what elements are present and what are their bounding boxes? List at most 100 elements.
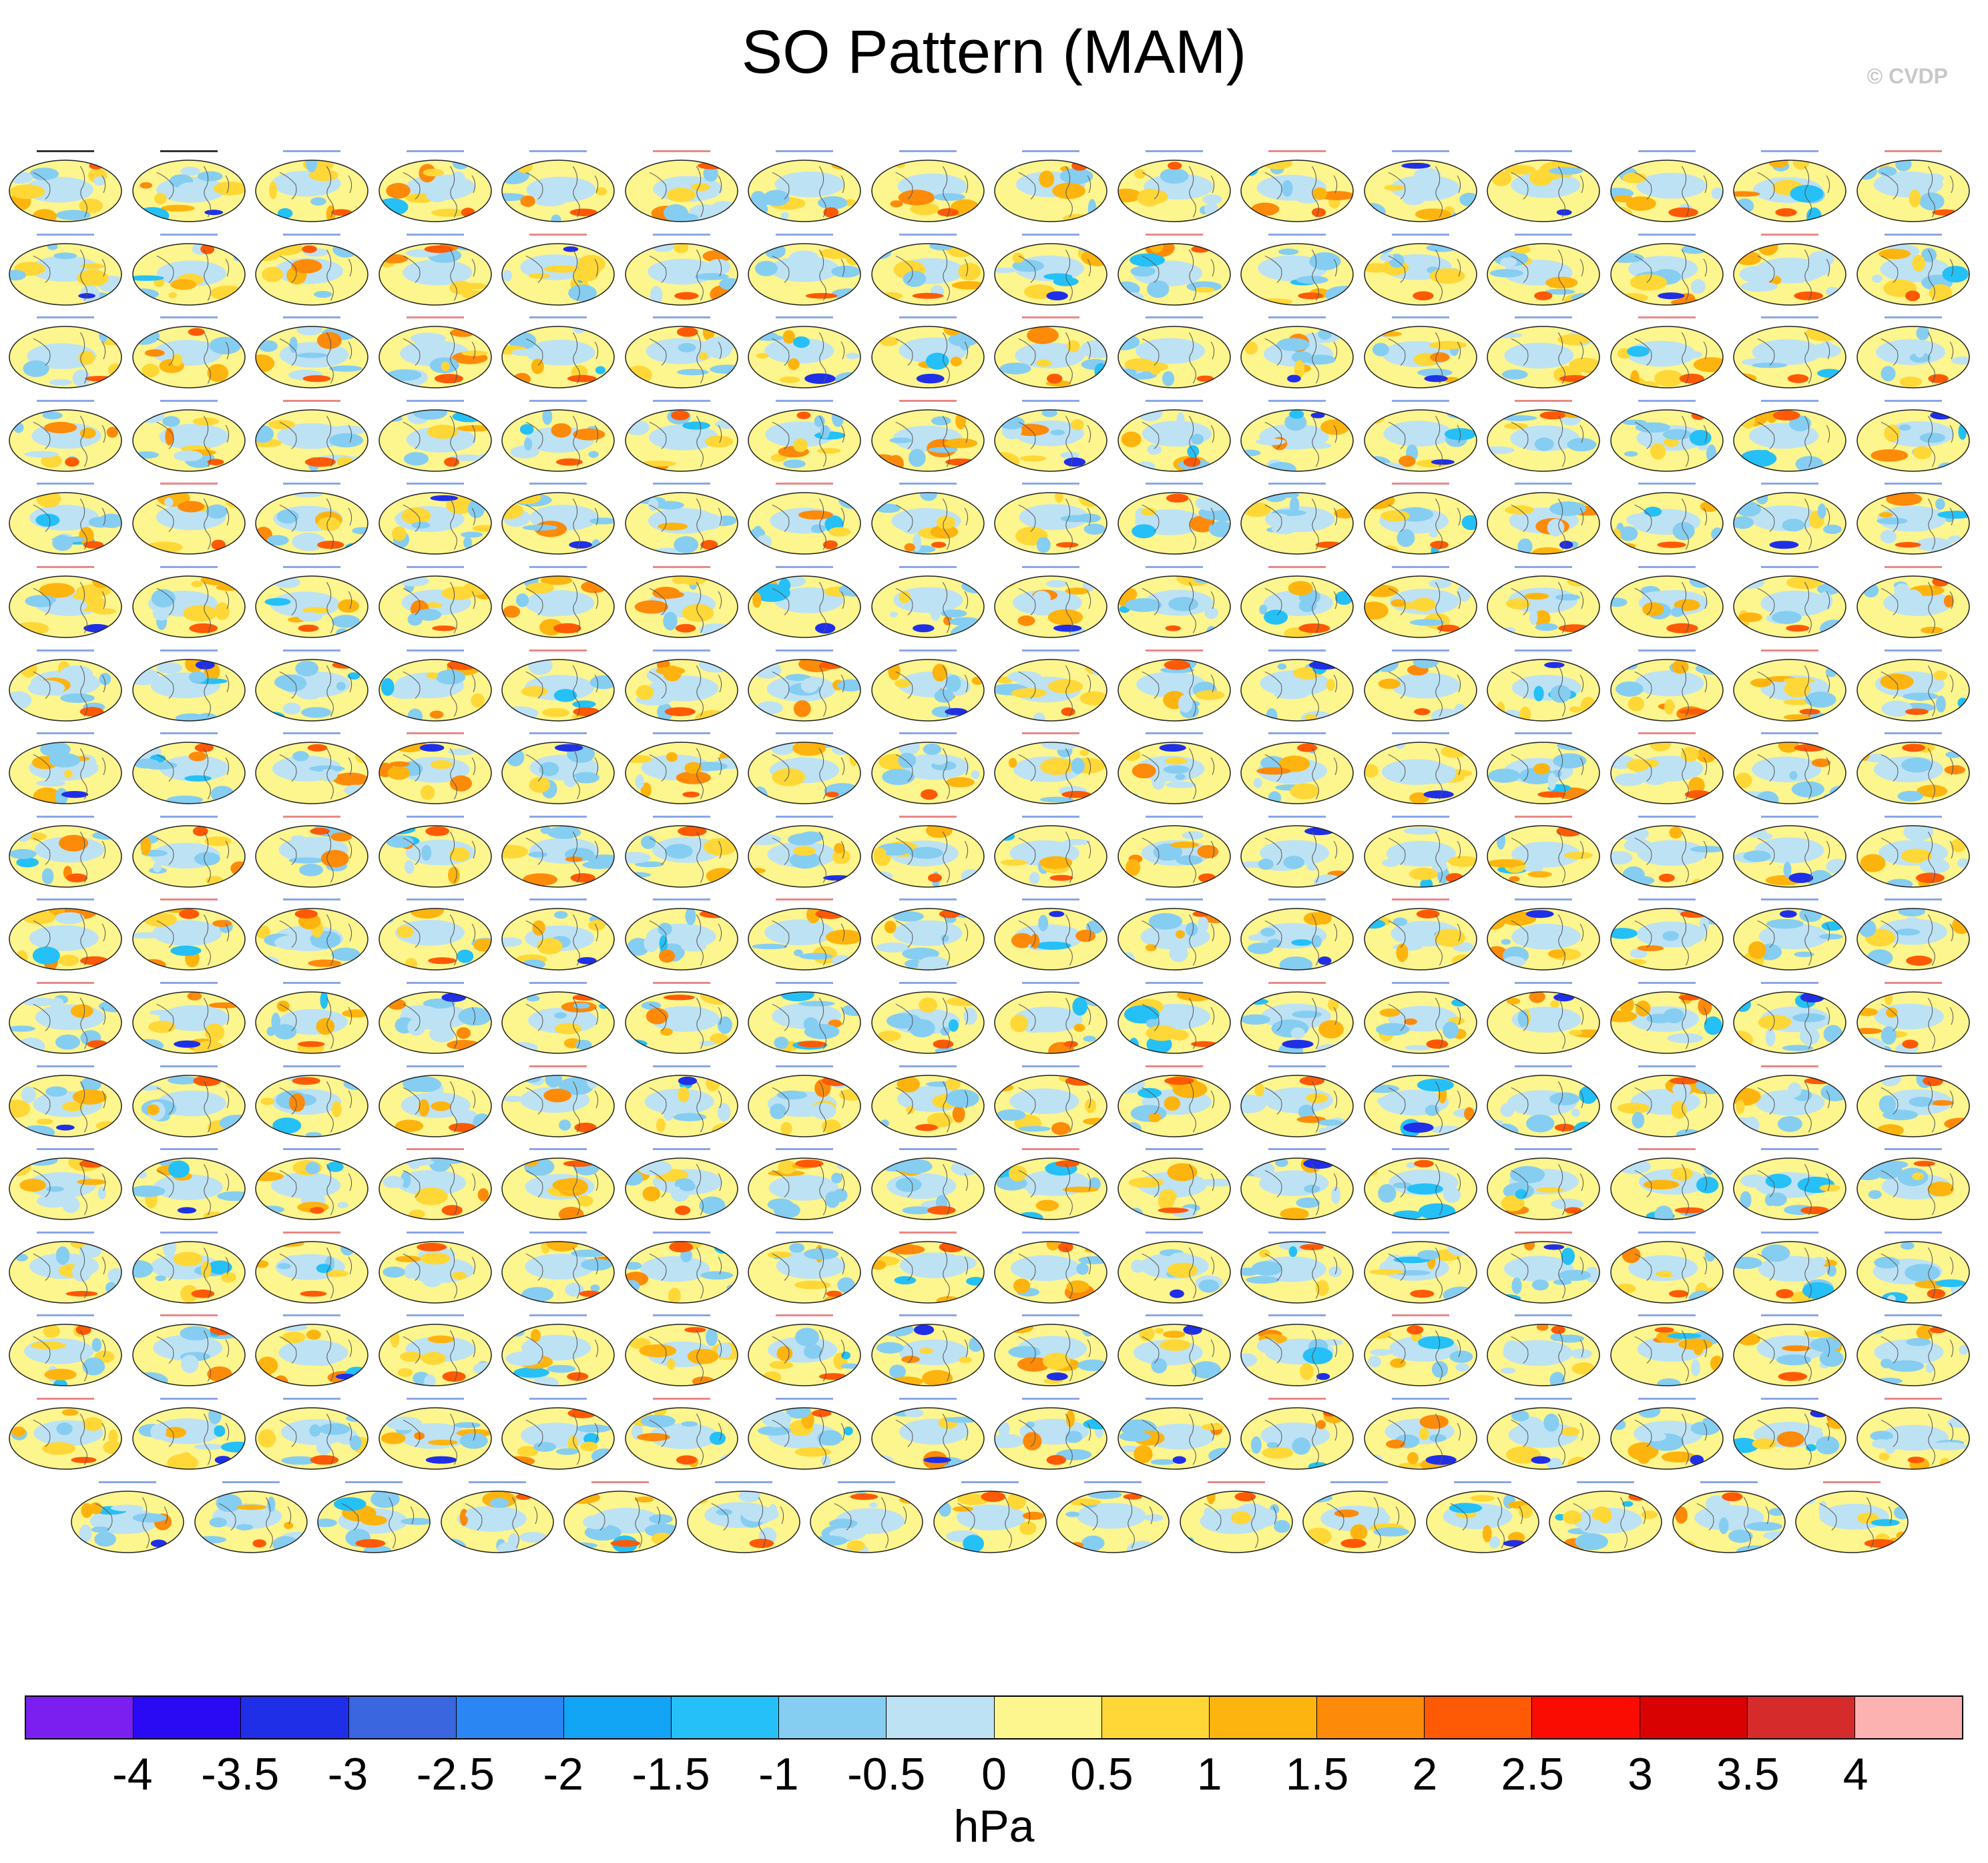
map-outline [871,908,985,971]
map-panel [132,1230,246,1304]
map-outline [1117,658,1231,722]
map-panel [1425,1479,1540,1554]
panel-header-mark [1515,1065,1572,1067]
map-outline [748,160,861,222]
map-panel [254,980,369,1055]
map-panel [378,1312,493,1387]
map-outline [132,1157,246,1220]
map-panel-graphic [1856,1231,1970,1304]
map-outline [1856,492,1970,555]
map-panel [624,1146,739,1221]
map-panel-graphic [1856,566,1970,638]
map-panel-graphic [1609,898,1724,971]
map-panel-graphic [1240,1398,1354,1470]
panel-header-mark [283,982,340,984]
panel-header-mark [37,1148,94,1151]
map-panel [1732,1063,1847,1138]
map-panel [747,314,862,389]
map-outline [1856,825,1970,888]
map-outline [563,1490,677,1553]
map-panel-graphic [687,1481,800,1553]
map-panel [8,1063,123,1138]
panel-header-mark [1145,1314,1203,1317]
map-outline [1609,326,1724,388]
map-outline [1363,1241,1477,1304]
panel-header-mark [529,399,587,402]
colorbar-swatch [1532,1697,1640,1738]
map-outline [1609,742,1724,804]
map-panel-graphic [994,1065,1107,1137]
map-panel [132,1396,246,1471]
map-panel-graphic [624,233,738,306]
panel-header-mark [1638,898,1696,901]
map-panel-graphic [1609,1231,1724,1304]
map-panel-graphic [441,1481,554,1553]
map-panel-graphic [9,399,122,472]
panel-header-mark [1638,150,1696,152]
panel-header-mark [776,1148,833,1151]
map-panel-graphic [132,982,246,1054]
map-panel [1363,647,1478,722]
map-outline [1117,991,1231,1054]
map-panel-graphic [871,233,985,306]
panel-header-mark [652,649,710,651]
map-panel [871,1230,985,1304]
map-outline [132,409,246,472]
map-panel-graphic [1487,316,1600,388]
map-panel [254,1063,369,1138]
map-panel [871,232,985,306]
panel-header-mark [1761,399,1818,402]
map-panel-graphic [1487,815,1600,888]
map-panel-graphic [994,399,1107,472]
map-panel [132,896,246,971]
panel-header-mark [1515,1148,1572,1151]
map-panel-graphic [933,1481,1047,1553]
map-outline [1240,742,1354,804]
map-panel-graphic [748,399,861,472]
map-panel-graphic [1487,399,1600,472]
map-panel [871,1396,985,1471]
map-outline [1487,908,1600,971]
map-outline [624,908,738,971]
map-panel-graphic [871,566,985,638]
map-panel-graphic [748,316,861,388]
panel-header-mark [283,1231,340,1234]
panel-header-mark [406,815,464,818]
map-panel-graphic [255,649,368,722]
panel-header-mark [37,898,94,901]
map-outline [1240,492,1354,555]
panel-header-mark [37,233,94,236]
map-panel-graphic [132,233,246,306]
map-outline [1733,991,1846,1054]
map-outline [748,742,861,804]
map-panel-graphic [132,898,246,971]
panel-header-mark [406,732,464,735]
map-panel-graphic [994,649,1107,722]
map-panel [132,814,246,888]
map-panel-graphic [1363,316,1477,388]
panel-header-mark [776,982,833,984]
panel-header-mark [1638,399,1696,402]
map-outline [378,492,492,555]
panel-header-mark [37,316,94,319]
map-panel-graphic [1609,483,1724,555]
map-panel-graphic [9,815,122,888]
map-panel-graphic [378,233,492,306]
map-panel [1117,730,1232,805]
map-panel-graphic [1609,316,1724,388]
map-panel [871,814,985,888]
map-panel [993,1063,1108,1138]
panel-header-mark [1884,316,1942,319]
map-panel [624,1230,739,1304]
map-panel [440,1479,555,1554]
map-outline [1240,242,1354,306]
map-outline [1117,492,1231,555]
panel-header-mark [37,150,94,152]
map-panel [1117,232,1232,306]
map-panel [194,1479,308,1554]
map-outline [1733,160,1846,222]
panel-header-mark [1145,815,1203,818]
map-panel [1363,814,1478,888]
panel-header-mark [160,316,218,319]
map-panel [1856,314,1971,389]
